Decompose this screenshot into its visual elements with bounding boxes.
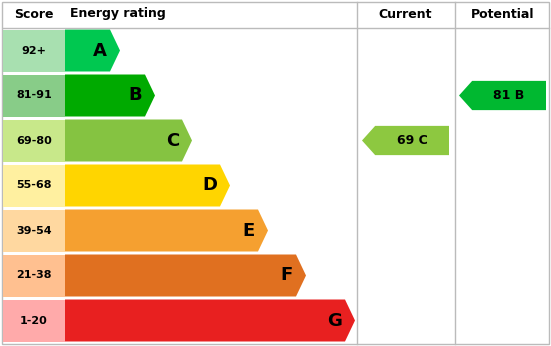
Text: E: E <box>243 221 255 239</box>
Bar <box>3 255 65 297</box>
Text: G: G <box>327 311 342 329</box>
Polygon shape <box>65 255 306 297</box>
Text: F: F <box>281 266 293 284</box>
Bar <box>3 29 65 72</box>
Bar <box>3 74 65 117</box>
Bar <box>3 209 65 252</box>
Text: B: B <box>128 86 142 104</box>
Text: Potential: Potential <box>471 8 534 20</box>
Bar <box>3 164 65 207</box>
Text: D: D <box>202 176 217 194</box>
Polygon shape <box>65 300 355 342</box>
Text: 21-38: 21-38 <box>16 271 52 281</box>
Text: 1-20: 1-20 <box>20 316 48 326</box>
Text: 81 B: 81 B <box>494 89 525 102</box>
Text: 39-54: 39-54 <box>16 226 52 236</box>
Text: C: C <box>166 131 179 149</box>
Text: Score: Score <box>14 8 54 20</box>
Text: 81-91: 81-91 <box>16 91 52 100</box>
Polygon shape <box>65 164 230 207</box>
Polygon shape <box>362 126 449 155</box>
Bar <box>3 119 65 162</box>
Bar <box>3 300 65 342</box>
Polygon shape <box>459 81 546 110</box>
Text: Energy rating: Energy rating <box>70 8 166 20</box>
Text: Current: Current <box>379 8 432 20</box>
Polygon shape <box>65 29 120 72</box>
Text: 69 C: 69 C <box>397 134 428 147</box>
Text: 92+: 92+ <box>21 46 46 55</box>
Polygon shape <box>65 119 192 162</box>
Polygon shape <box>65 209 268 252</box>
Polygon shape <box>65 74 155 117</box>
Text: 69-80: 69-80 <box>16 136 52 146</box>
Text: 55-68: 55-68 <box>16 181 52 191</box>
Text: A: A <box>93 42 107 60</box>
